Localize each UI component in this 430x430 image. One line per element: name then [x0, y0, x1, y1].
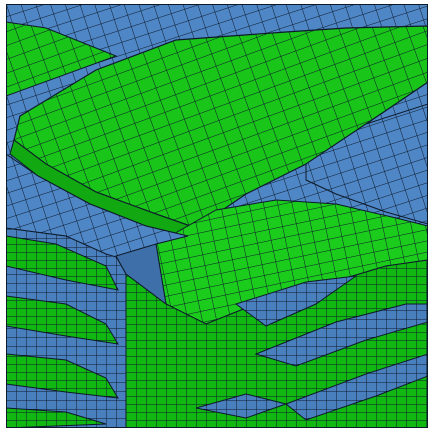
blue-wedge-4 — [195, 393, 288, 419]
left-green-ply-4 — [6, 407, 107, 428]
blue-top-strip — [6, 4, 428, 40]
mesh-render-frame — [6, 4, 428, 428]
left-green-ply-3 — [6, 353, 119, 399]
left-green-ply-1 — [6, 235, 119, 291]
blue-wedge-3 — [285, 353, 428, 421]
junction-notch — [115, 243, 167, 306]
left-green-ply-2 — [6, 295, 119, 345]
green-ply-upper-left — [6, 21, 118, 97]
blue-wedge-1 — [234, 275, 357, 327]
frame-border — [6, 4, 428, 428]
blue-ply-right-top — [305, 103, 428, 225]
blue-wedge-2 — [254, 303, 428, 367]
fem-mesh-render — [6, 4, 428, 428]
